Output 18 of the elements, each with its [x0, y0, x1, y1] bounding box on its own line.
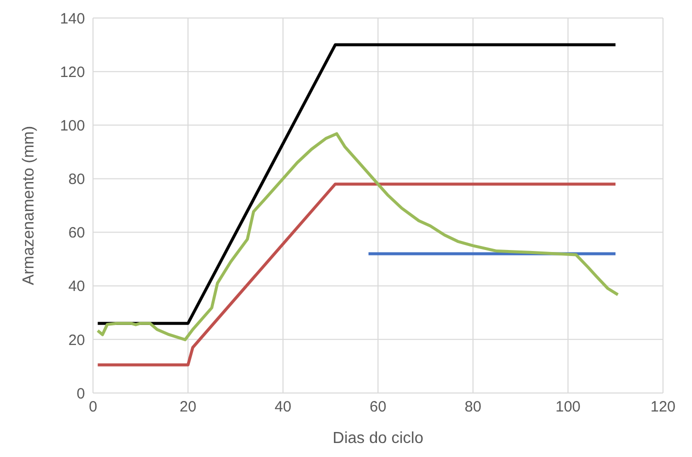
y-tick-label: 60: [68, 224, 85, 242]
y-tick-label: 120: [60, 64, 85, 81]
y-tick-label: 40: [68, 278, 85, 296]
y-tick-label: 100: [60, 117, 85, 134]
x-tick-label: 120: [650, 398, 676, 416]
y-tick-label: 80: [68, 171, 85, 188]
x-tick-label: 80: [464, 398, 482, 416]
y-tick-label: 140: [60, 10, 85, 28]
line-series: [96, 132, 620, 342]
y-tick-label: 0: [76, 385, 85, 402]
y-axis-title: Armazenamento (mm): [20, 126, 38, 286]
x-tick-label: 40: [274, 398, 292, 416]
x-tick-label: 60: [370, 398, 386, 416]
x-tick-label: 0: [88, 398, 98, 416]
x-tick-label: 20: [180, 398, 196, 416]
x-axis-title: Dias do ciclo: [332, 430, 424, 447]
y-tick-label: 20: [68, 332, 85, 349]
x-tick-label: 100: [555, 398, 581, 416]
